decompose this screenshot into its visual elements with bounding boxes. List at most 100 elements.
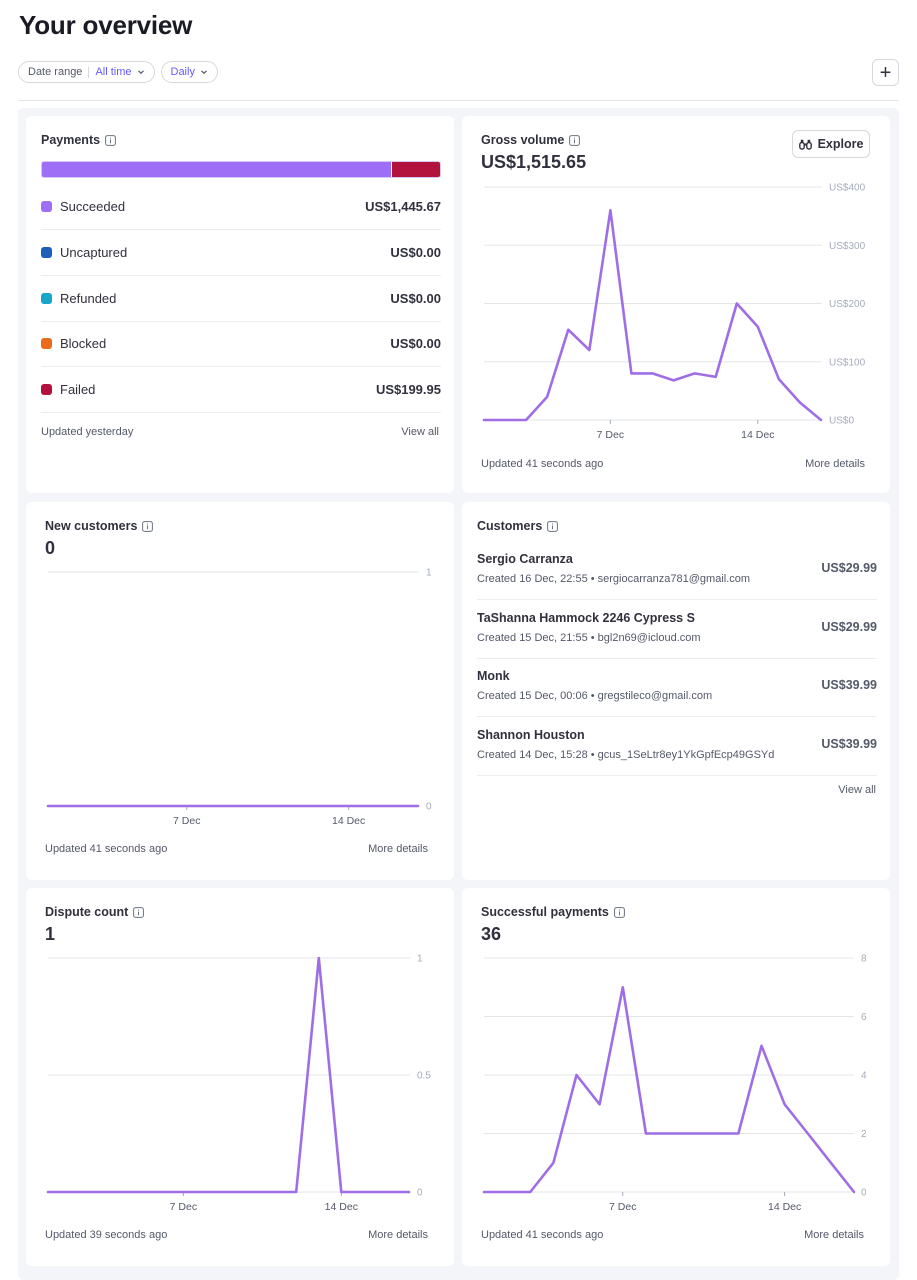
y-tick-label: US$400 bbox=[829, 183, 866, 194]
card-title: New customers bbox=[45, 519, 154, 533]
y-tick-label: 2 bbox=[861, 1129, 867, 1140]
y-tick-label: US$300 bbox=[829, 241, 866, 252]
bar-gap bbox=[391, 162, 393, 177]
info-icon[interactable] bbox=[613, 906, 625, 918]
info-icon[interactable] bbox=[142, 520, 154, 532]
customer-name: Shannon Houston bbox=[477, 728, 585, 743]
x-tick-label: 14 Dec bbox=[332, 815, 365, 827]
status-label: Failed bbox=[60, 382, 96, 398]
series-line bbox=[482, 986, 856, 1194]
divider bbox=[18, 100, 899, 101]
customer-amount: US$39.99 bbox=[821, 737, 877, 752]
status-label: Succeeded bbox=[60, 199, 126, 214]
new-customers-card: New customers 0 0 1 7 Dec 14 Dec Updated 41… bbox=[26, 502, 454, 880]
x-tick-label: 14 Dec bbox=[768, 1201, 801, 1213]
customer-amount: US$29.99 bbox=[821, 561, 877, 575]
date-range-filter[interactable]: Date range All time bbox=[18, 61, 155, 83]
customer-row[interactable]: Monk Created 15 Dec, 00:06 • gregstileco@… bbox=[477, 658, 877, 718]
status-amount: US$0.00 bbox=[390, 336, 441, 352]
customer-amount: US$29.99 bbox=[821, 619, 877, 634]
y-tick-label: US$200 bbox=[829, 299, 866, 310]
dispute-count-title: Dispute count bbox=[45, 905, 129, 919]
chevron-down-icon bbox=[201, 70, 207, 75]
successful-payments-value: 36 bbox=[481, 924, 502, 944]
customer-name: Sergio Carranza bbox=[477, 552, 573, 566]
status-label: Refunded bbox=[60, 290, 117, 306]
dispute-count-chart: 0 0.5 1 7 Dec 14 Dec bbox=[46, 954, 431, 1213]
filter-divider bbox=[88, 66, 90, 78]
card-title: Successful payments bbox=[481, 905, 625, 919]
gross-volume-chart: US$0 US$100 US$200 US$300 US$400 7 Dec 14 Dec bbox=[482, 183, 866, 441]
customers-title: Customers bbox=[477, 519, 543, 533]
more-details-link[interactable]: More details bbox=[804, 1229, 864, 1241]
customers-card: Customers View all Sergio Carranza Create… bbox=[462, 502, 890, 880]
payment-status-row: Uncaptured US$0.00 bbox=[41, 230, 441, 276]
view-all-link[interactable]: View all bbox=[838, 784, 876, 796]
add-widget-button[interactable]: + bbox=[872, 59, 899, 86]
new-customers-title: New customers bbox=[45, 519, 138, 533]
status-amount: US$1,445.67 bbox=[365, 199, 441, 214]
gross-volume-title: Gross volume bbox=[481, 133, 565, 147]
status-amount: US$199.95 bbox=[375, 382, 441, 398]
info-icon[interactable] bbox=[547, 520, 559, 532]
payments-breakdown-bar bbox=[41, 161, 441, 178]
x-tick-label: 7 Dec bbox=[609, 1201, 636, 1213]
interval-filter[interactable]: Daily bbox=[160, 61, 218, 83]
successful-payments-title: Successful payments bbox=[481, 905, 609, 919]
successful-payments-chart: 0 2 4 6 8 7 Dec 14 Dec bbox=[482, 954, 867, 1213]
y-tick-label: 0 bbox=[861, 1188, 867, 1199]
y-tick-label: 0 bbox=[417, 1188, 423, 1199]
bar-segment-failed bbox=[392, 162, 440, 177]
status-amount: US$0.00 bbox=[390, 244, 441, 260]
customer-meta: Created 14 Dec, 15:28 • gcus_1SeLtr8ey1Y… bbox=[477, 749, 775, 762]
y-tick-label: 8 bbox=[861, 954, 867, 965]
customer-name: TaShanna Hammock 2246 Cypress S bbox=[477, 610, 695, 625]
status-label: Uncaptured bbox=[60, 244, 128, 260]
card-title: Customers bbox=[477, 519, 559, 533]
view-all-link[interactable]: View all bbox=[401, 426, 439, 438]
status-color-dot bbox=[41, 292, 52, 304]
info-icon[interactable] bbox=[105, 134, 116, 146]
status-color-dot bbox=[41, 338, 52, 350]
payments-card: Payments Updated yesterday View all Succ… bbox=[26, 116, 454, 493]
date-range-value: All time bbox=[95, 66, 132, 78]
filter-row: Date range All time Daily bbox=[18, 61, 218, 83]
series-line bbox=[46, 956, 411, 1194]
more-details-link[interactable]: More details bbox=[805, 458, 865, 470]
info-icon[interactable] bbox=[133, 906, 145, 918]
more-details-link[interactable]: More details bbox=[368, 1229, 428, 1241]
customer-row[interactable]: TaShanna Hammock 2246 Cypress S Created 1… bbox=[477, 600, 877, 659]
explore-button[interactable]: Explore bbox=[792, 130, 870, 158]
y-tick-label: 0.5 bbox=[417, 1071, 431, 1082]
card-title: Gross volume bbox=[481, 133, 581, 147]
successful-payments-updated: Updated 41 seconds ago bbox=[481, 1229, 604, 1241]
card-title: Payments bbox=[41, 133, 116, 147]
x-tick-label: 7 Dec bbox=[597, 429, 624, 441]
dispute-count-value: 1 bbox=[45, 924, 56, 944]
customer-row[interactable]: Shannon Houston Created 14 Dec, 15:28 • g… bbox=[477, 717, 877, 777]
payments-updated: Updated yesterday bbox=[41, 426, 134, 438]
y-tick-label: 6 bbox=[861, 1012, 867, 1023]
date-range-label: Date range bbox=[28, 66, 83, 78]
bar-segment-succeeded bbox=[42, 162, 392, 177]
x-tick-label: 14 Dec bbox=[741, 429, 774, 441]
interval-value: Daily bbox=[170, 66, 195, 78]
status-color-dot bbox=[41, 384, 52, 396]
y-tick-label: US$0 bbox=[829, 416, 854, 427]
customer-meta: Created 16 Dec, 22:55 • sergiocarranza78… bbox=[477, 573, 751, 585]
customer-name: Monk bbox=[477, 669, 510, 684]
y-tick-label: 1 bbox=[417, 954, 423, 965]
customer-row[interactable]: Sergio Carranza Created 16 Dec, 22:55 • s… bbox=[477, 541, 877, 600]
gross-volume-value: US$1,515.65 bbox=[481, 152, 587, 172]
status-label: Blocked bbox=[60, 336, 107, 352]
page-title: Your overview bbox=[19, 10, 193, 40]
more-details-link[interactable]: More details bbox=[368, 843, 428, 855]
customer-meta: Created 15 Dec, 00:06 • gregstileco@gmai… bbox=[477, 690, 713, 703]
payment-status-row: Succeeded US$1,445.67 bbox=[41, 184, 441, 230]
series-line bbox=[482, 209, 823, 422]
info-icon[interactable] bbox=[569, 134, 581, 146]
x-tick-label: 7 Dec bbox=[170, 1201, 197, 1213]
y-tick-label: 0 bbox=[426, 802, 432, 813]
status-color-dot bbox=[41, 201, 52, 212]
